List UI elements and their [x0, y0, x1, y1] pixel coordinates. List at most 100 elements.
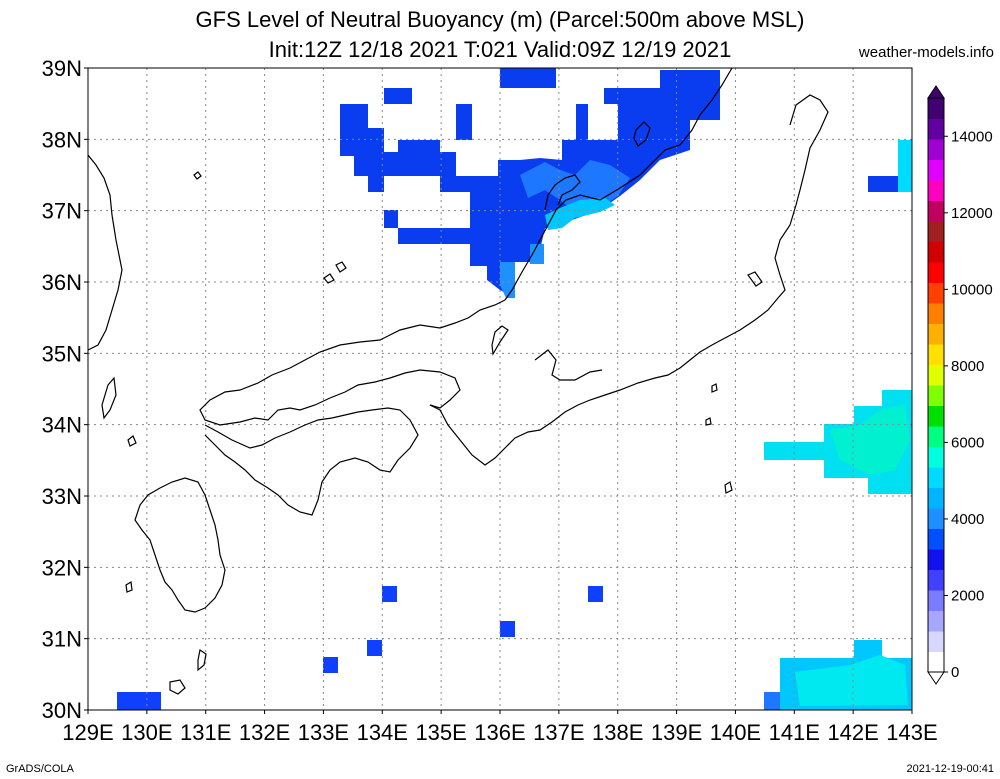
colorbar-segment [928, 344, 944, 365]
lat-tick-label: 34N [42, 413, 82, 438]
shade-region-southeast-2-inner [795, 655, 908, 706]
shade-cell-d [868, 176, 898, 192]
shade-cell-j [323, 657, 338, 673]
colorbar-segment [928, 98, 944, 119]
colorbar-segment [928, 303, 944, 324]
colorbar-tick-label: 4000 [951, 511, 984, 528]
colorbar-segment [928, 508, 944, 529]
colorbar-segment [928, 405, 944, 427]
colorbar-segment [928, 159, 944, 181]
lat-tick-label: 31N [42, 627, 82, 652]
title-line-2: Init:12Z 12/18 2021 T:021 Valid:09Z 12/1… [268, 37, 732, 62]
colorbar-segment [928, 569, 944, 591]
colorbar-segment [928, 610, 944, 632]
coast-oki [323, 261, 347, 284]
shade-hole-4 [588, 104, 604, 140]
lat-tick-label: 30N [42, 698, 82, 723]
grid-lines [88, 68, 912, 710]
colorbar-tick-label: 2000 [951, 587, 984, 604]
lon-tick-label: 143E [886, 720, 937, 745]
lon-tick-label: 132E [239, 720, 290, 745]
coast-izu-3 [724, 481, 733, 494]
lon-tick-label: 131E [180, 720, 231, 745]
colorbar-segment [928, 631, 944, 652]
shade-cell-g [588, 586, 603, 602]
lon-tick-label: 138E [592, 720, 643, 745]
coast-small-1 [193, 171, 202, 180]
coast-tsushima [101, 376, 117, 420]
colorbar-segment [928, 200, 944, 222]
lon-tick-label: 142E [827, 720, 878, 745]
colorbar-segment [928, 426, 944, 447]
shade-region-toyama [545, 198, 615, 230]
shade-cell-c [500, 68, 556, 88]
colorbar-segment [928, 323, 944, 345]
coast-izu-1 [711, 383, 718, 393]
coast-izu-2 [705, 417, 712, 426]
lat-tick-label: 39N [42, 56, 82, 81]
coast-awaji [491, 325, 509, 356]
lat-tick-label: 38N [42, 127, 82, 152]
colorbar-tick-label: 6000 [951, 434, 984, 451]
latitude-labels: 39N 38N 37N 36N 35N 34N 33N 32N 31N 30N [42, 56, 88, 723]
colorbar-top-arrow [927, 85, 945, 99]
coast-small-3 [127, 435, 137, 447]
lat-tick-label: 33N [42, 484, 82, 509]
colorbar-labels: 0 2000 4000 6000 8000 10000 12000 14000 [944, 128, 993, 681]
title-line-1: GFS Level of Neutral Buoyancy (m) (Parce… [195, 7, 805, 32]
colorbar-segment [928, 446, 944, 468]
coast-noto [544, 174, 581, 211]
lat-tick-label: 36N [42, 270, 82, 295]
colorbar-segment [928, 221, 944, 242]
shade-cell-b [384, 88, 412, 104]
colorbar-segment [928, 651, 944, 673]
lon-tick-label: 133E [298, 720, 349, 745]
lon-tick-label: 140E [710, 720, 761, 745]
colorbar-bottom-arrow [927, 671, 945, 685]
colorbar-segment [928, 549, 944, 570]
colorbar-tick-label: 8000 [951, 358, 984, 375]
lon-tick-label: 139E [651, 720, 702, 745]
colorbar-segment [928, 487, 944, 509]
coast-chugoku [199, 299, 506, 426]
coast-kyushu [134, 477, 226, 613]
shade-region-wakasa [500, 262, 515, 298]
coast-yakushima [169, 679, 186, 695]
lon-tick-label: 129E [62, 720, 113, 745]
coast-ise [534, 349, 603, 381]
website-label: weather-models.info [858, 44, 994, 61]
buoyancy-shading [117, 68, 912, 710]
lat-tick-label: 35N [42, 341, 82, 366]
coast-sado [633, 121, 651, 147]
lon-tick-label: 135E [415, 720, 466, 745]
colorbar-segment [928, 364, 944, 386]
shade-hole-2 [472, 104, 562, 176]
lon-tick-label: 134E [357, 720, 408, 745]
colorbar-segment [928, 385, 944, 406]
shade-cell-h [500, 621, 515, 637]
shade-hole-3 [384, 176, 470, 228]
shade-region-southeast-1-inner [830, 405, 910, 475]
lon-tick-label: 130E [121, 720, 172, 745]
coast-korea [88, 154, 123, 351]
shade-cell-e [898, 140, 912, 192]
colorbar-segment [928, 118, 944, 140]
footer-timestamp: 2021-12-19-00:41 [906, 763, 994, 775]
lat-tick-label: 32N [42, 555, 82, 580]
colorbar [927, 85, 945, 685]
coast-shikoku [204, 407, 419, 516]
shade-cell-i [367, 640, 382, 656]
shade-cell-a [530, 244, 544, 264]
lat-tick-label: 37N [42, 199, 82, 224]
colorbar-tick-label: 0 [951, 664, 959, 681]
longitude-labels: 129E 130E 131E 132E 133E 134E 135E 136E 137E 138E… [62, 710, 938, 745]
colorbar-segment [928, 180, 944, 201]
colorbar-segment [928, 139, 944, 160]
shade-cell-l [764, 692, 780, 710]
coast-small-4 [125, 581, 133, 593]
colorbar-segment [928, 262, 944, 283]
lon-tick-label: 137E [533, 720, 584, 745]
coast-small-2 [747, 271, 763, 287]
coastlines [88, 68, 829, 695]
colorbar-tick-label: 14000 [951, 128, 993, 145]
